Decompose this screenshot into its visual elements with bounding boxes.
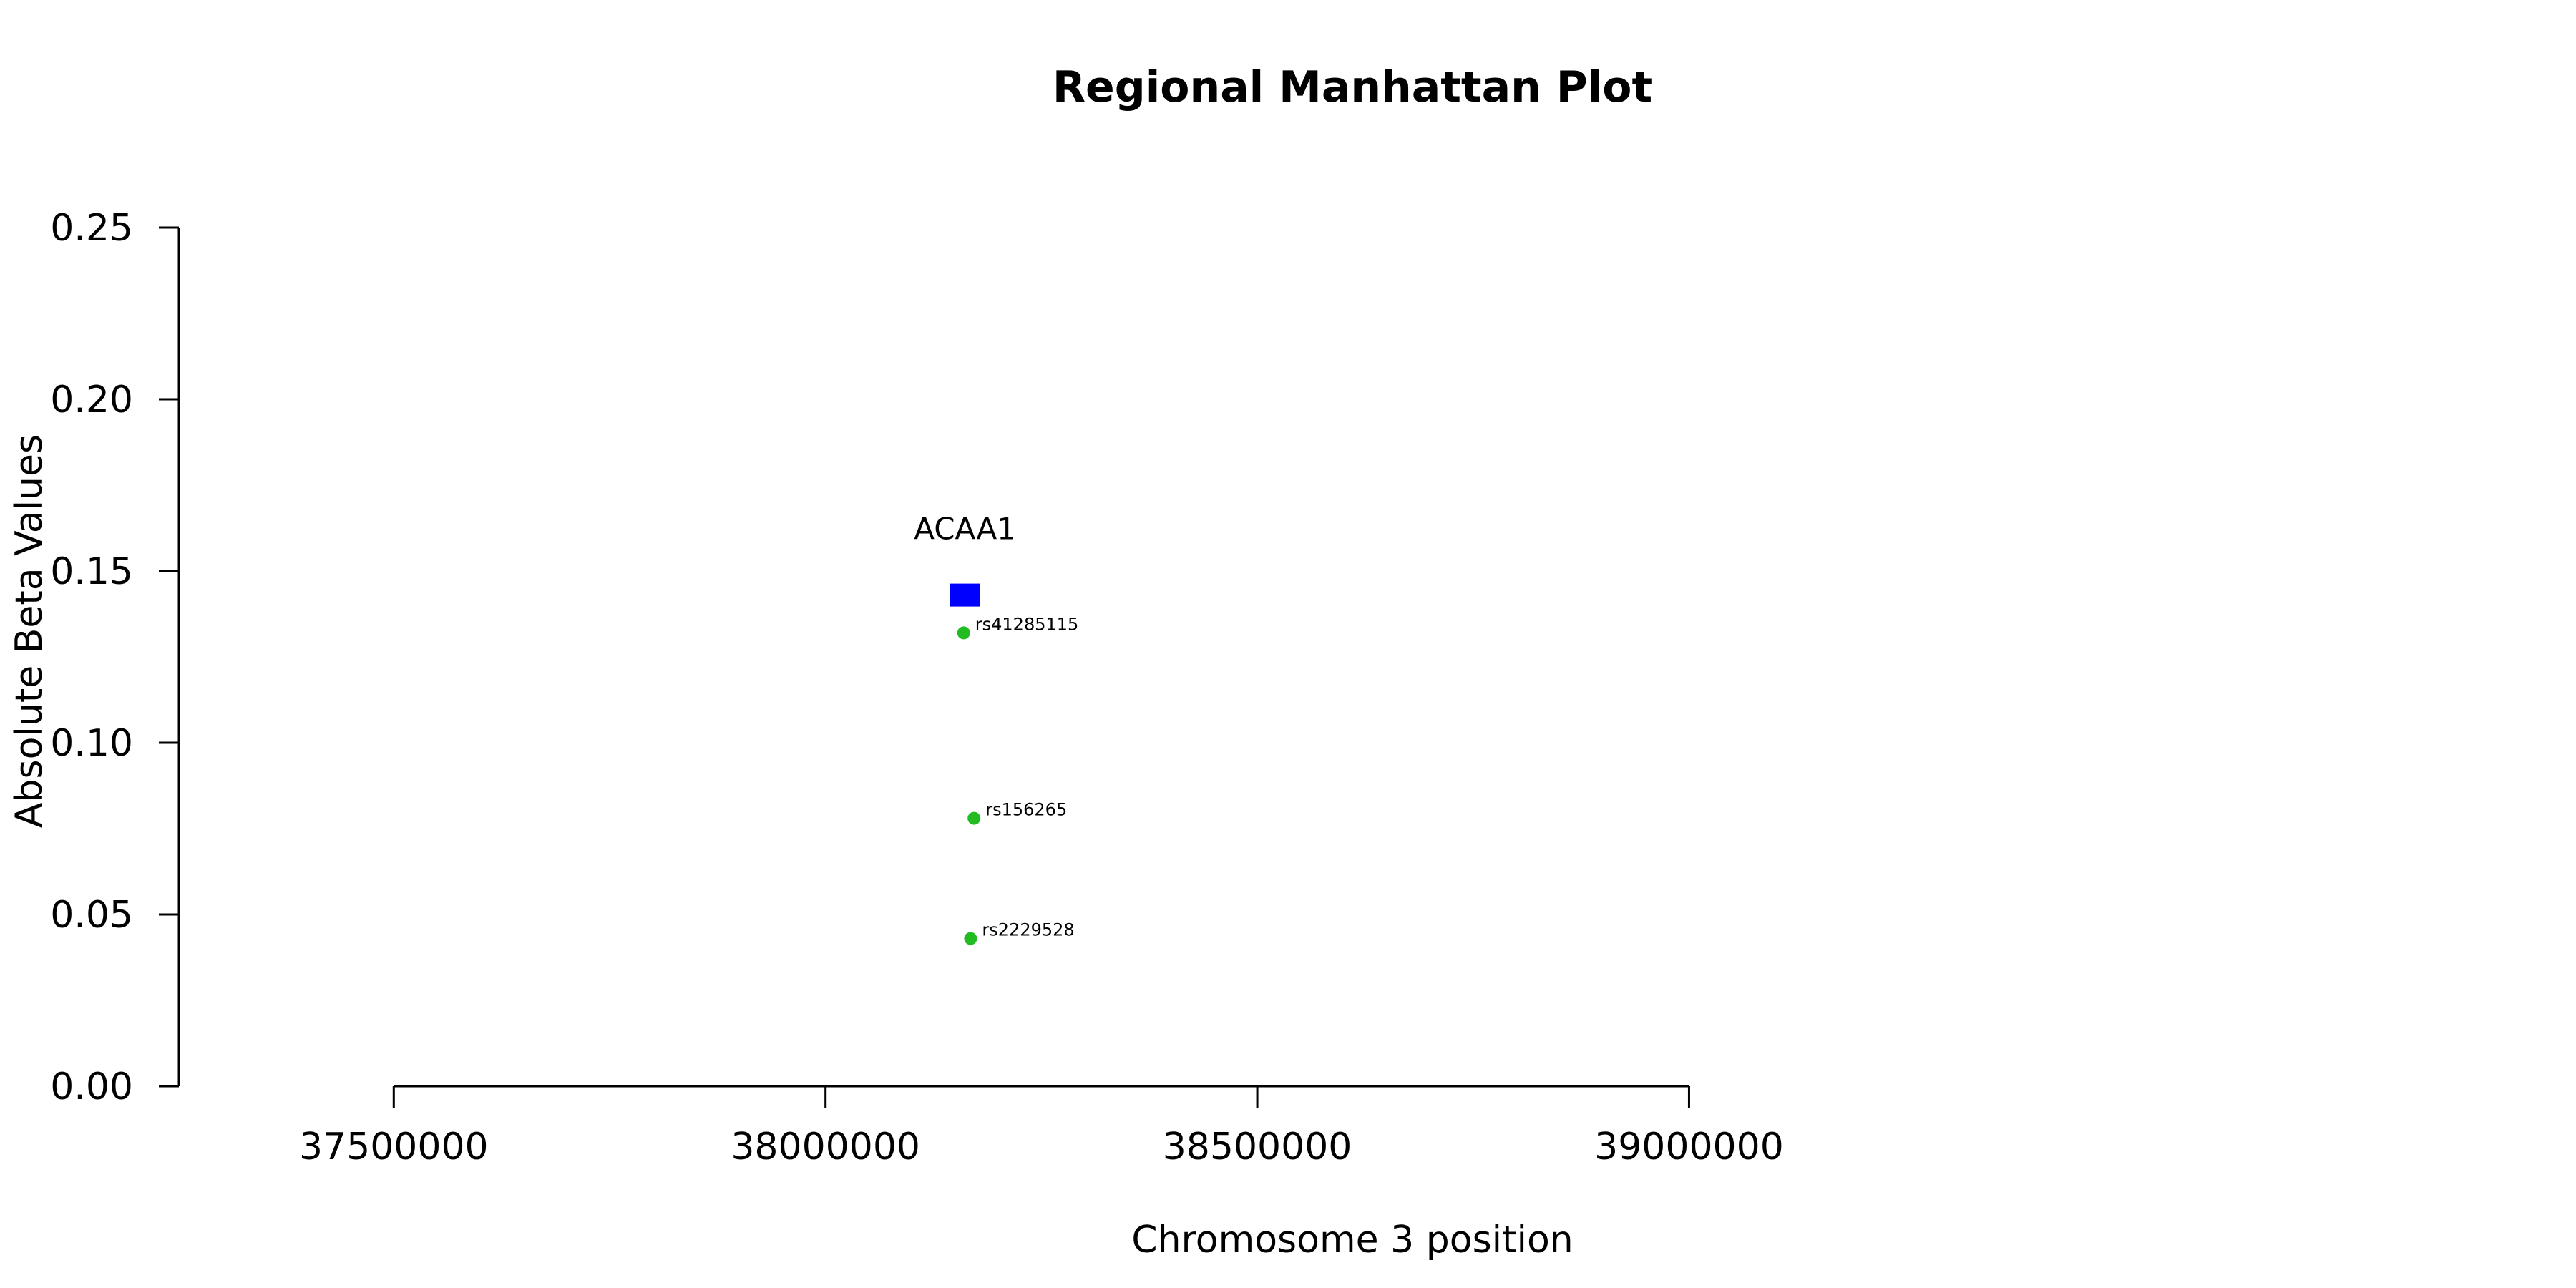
y-tick-label: 0.15 bbox=[50, 550, 133, 593]
y-tick-label: 0.10 bbox=[50, 722, 133, 765]
chart-title: Regional Manhattan Plot bbox=[1053, 62, 1652, 112]
x-tick-label: 38500000 bbox=[1163, 1126, 1352, 1169]
y-tick-label: 0.05 bbox=[50, 894, 133, 937]
y-axis: 0.00 0.05 0.10 0.15 0.20 0.25 bbox=[50, 207, 180, 1108]
snp-point bbox=[964, 932, 977, 945]
snp-points: rs41285115 rs156265 rs2229528 bbox=[957, 614, 1079, 945]
x-tick-label: 38000000 bbox=[731, 1126, 920, 1169]
x-tick-label: 39000000 bbox=[1594, 1126, 1784, 1169]
gene-track: ACAA1 bbox=[914, 512, 1016, 607]
snp-label: rs156265 bbox=[985, 800, 1067, 820]
x-tick-label: 37500000 bbox=[299, 1126, 489, 1169]
x-axis: 37500000 38000000 38500000 39000000 bbox=[299, 1085, 1784, 1169]
snp-label: rs41285115 bbox=[975, 614, 1079, 634]
snp-point bbox=[957, 626, 970, 640]
y-axis-label: Absolute Beta Values bbox=[8, 434, 51, 828]
y-tick-label: 0.00 bbox=[50, 1065, 133, 1108]
gene-label: ACAA1 bbox=[914, 512, 1016, 547]
y-tick-label: 0.25 bbox=[50, 207, 133, 250]
snp-label: rs2229528 bbox=[982, 920, 1074, 940]
x-axis-label: Chromosome 3 position bbox=[1131, 1219, 1573, 1262]
snp-point bbox=[967, 811, 981, 825]
y-tick-label: 0.20 bbox=[50, 379, 133, 421]
gene-box bbox=[950, 583, 980, 607]
